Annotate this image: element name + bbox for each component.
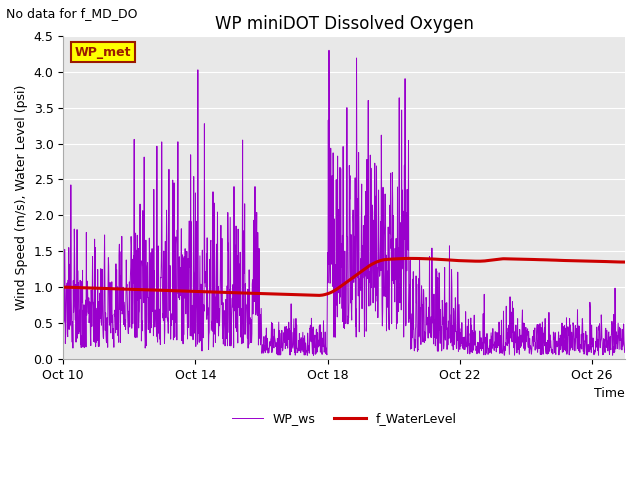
f_WaterLevel (152, 287, 159, 293)
WP_ws (60, 335, 67, 341)
f_WaterLevel (405, 255, 413, 261)
Text: WP_met: WP_met (74, 46, 131, 59)
WP_ws (75, 331, 83, 336)
Y-axis label: Wind Speed (m/s), Water Level (psi): Wind Speed (m/s), Water Level (psi) (15, 85, 28, 310)
f_WaterLevel (200, 289, 207, 295)
WP_ws (362, 241, 369, 247)
f_WaterLevel (184, 288, 192, 294)
Text: No data for f_MD_DO: No data for f_MD_DO (6, 7, 138, 20)
WP_ws (621, 349, 628, 355)
f_WaterLevel (498, 256, 506, 262)
WP_ws (184, 265, 192, 271)
WP_ws (498, 347, 506, 353)
Title: WP miniDOT Dissolved Oxygen: WP miniDOT Dissolved Oxygen (214, 15, 474, 33)
Legend: WP_ws, f_WaterLevel: WP_ws, f_WaterLevel (227, 407, 461, 430)
f_WaterLevel (362, 266, 369, 272)
WP_ws (303, 352, 311, 358)
X-axis label: Time: Time (595, 387, 625, 400)
Line: WP_ws: WP_ws (63, 50, 625, 355)
f_WaterLevel (60, 284, 67, 290)
Line: f_WaterLevel: f_WaterLevel (63, 258, 625, 295)
f_WaterLevel (313, 292, 321, 298)
WP_ws (325, 48, 333, 53)
f_WaterLevel (621, 259, 628, 265)
WP_ws (152, 313, 159, 319)
WP_ws (200, 302, 207, 308)
f_WaterLevel (75, 285, 83, 290)
